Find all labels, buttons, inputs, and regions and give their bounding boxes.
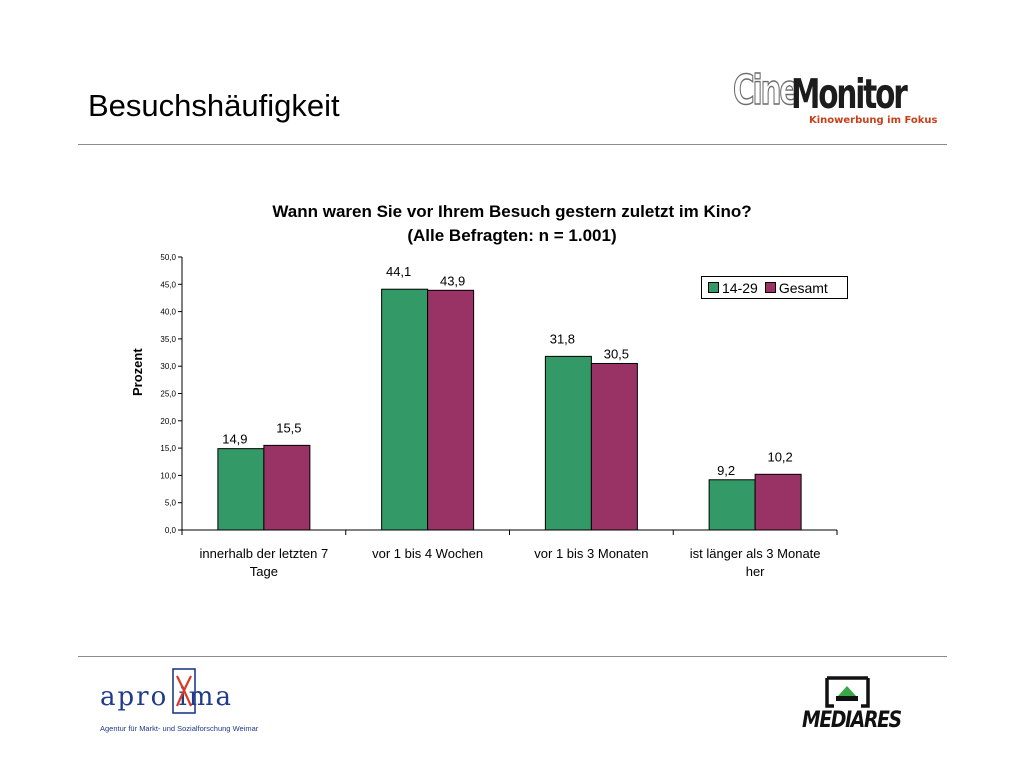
cinemonitor-logo: Cine Monitor Kinowerbung im Fokus [732, 66, 943, 132]
y-tick-label: 20,0 [160, 417, 176, 426]
chart-legend: 14-29 Gesamt [701, 276, 848, 299]
data-label: 43,9 [440, 273, 465, 288]
y-tick-label: 5,0 [165, 499, 177, 508]
legend-label-gesamt: Gesamt [778, 279, 828, 296]
legend-label-14-29: 14-29 [722, 279, 758, 296]
bar-gesamt [754, 473, 802, 531]
y-tick-label: 50,0 [160, 253, 176, 262]
data-label: 14,9 [222, 432, 247, 447]
x-category-label-line: Tage [249, 564, 278, 579]
data-label: 44,1 [386, 264, 411, 279]
bar-14-29 [217, 448, 265, 531]
chart-title: Wann waren Sie vor Ihrem Besuch gestern … [272, 202, 752, 221]
x-category-label-line: innerhalb der letzten 7 [199, 546, 329, 561]
mediares-screen-icon [825, 676, 870, 708]
y-tick-label: 0,0 [165, 526, 177, 535]
x-category-label: innerhalb der letzten 7 Tage [184, 545, 344, 581]
y-tick-label: 45,0 [160, 280, 176, 289]
aproxima-subtitle: Agentur für Markt- und Sozialforschung W… [100, 724, 259, 733]
y-tick-label: 35,0 [160, 335, 176, 344]
aproxima-wordmark: apro ima [100, 682, 233, 712]
cinemonitor-logo-cine: Cine [732, 66, 799, 114]
data-label: 15,5 [276, 420, 301, 435]
aproxima-x-mark [172, 668, 196, 714]
bar-gesamt [590, 362, 638, 531]
y-tick-label: 30,0 [160, 362, 176, 371]
slide-title: Besuchshäufigkeit [88, 88, 340, 123]
x-category-label-line: her [745, 564, 765, 579]
y-tick-label: 10,0 [160, 471, 176, 480]
data-label: 9,2 [717, 463, 735, 478]
bar-14-29 [544, 355, 592, 531]
legend-item-gesamt: Gesamt [764, 279, 828, 296]
x-category-label: ist länger als 3 Monate her [675, 545, 835, 581]
aproxima-logo: apro ima Agentur für Markt- und Sozialfo… [100, 668, 300, 738]
legend-swatch-gesamt [764, 282, 776, 293]
bar-14-29 [708, 479, 756, 531]
legend-swatch-14-29 [708, 282, 719, 293]
data-label: 10,2 [767, 449, 792, 464]
legend-item-14-29: 14-29 [708, 280, 758, 296]
y-tick-label: 15,0 [160, 444, 176, 453]
x-category-label-line: vor 1 bis 3 Monaten [534, 546, 649, 561]
cinemonitor-tagline: Kinowerbung im Fokus [809, 115, 938, 126]
bar-gesamt [263, 444, 311, 531]
footer-divider [78, 656, 947, 657]
x-category-label: vor 1 bis 4 Wochen [348, 545, 508, 563]
x-category-label-line: ist länger als 3 Monate [689, 546, 821, 561]
chart-subtitle: (Alle Befragten: n = 1.001) [407, 226, 617, 245]
bar-gesamt [427, 289, 475, 531]
data-label: 30,5 [604, 346, 629, 361]
mediares-logo: MEDIARES [800, 672, 910, 736]
y-tick-label: 40,0 [160, 308, 176, 317]
cinemonitor-logo-monitor: Monitor [791, 70, 908, 118]
data-label: 31,8 [550, 331, 575, 346]
bar-14-29 [381, 288, 429, 531]
header-divider [78, 144, 947, 145]
y-tick-label: 25,0 [160, 390, 176, 399]
mediares-wordmark: MEDIARES [802, 708, 902, 733]
x-category-label: vor 1 bis 3 Monaten [511, 545, 671, 563]
x-category-label-line: vor 1 bis 4 Wochen [372, 546, 484, 561]
